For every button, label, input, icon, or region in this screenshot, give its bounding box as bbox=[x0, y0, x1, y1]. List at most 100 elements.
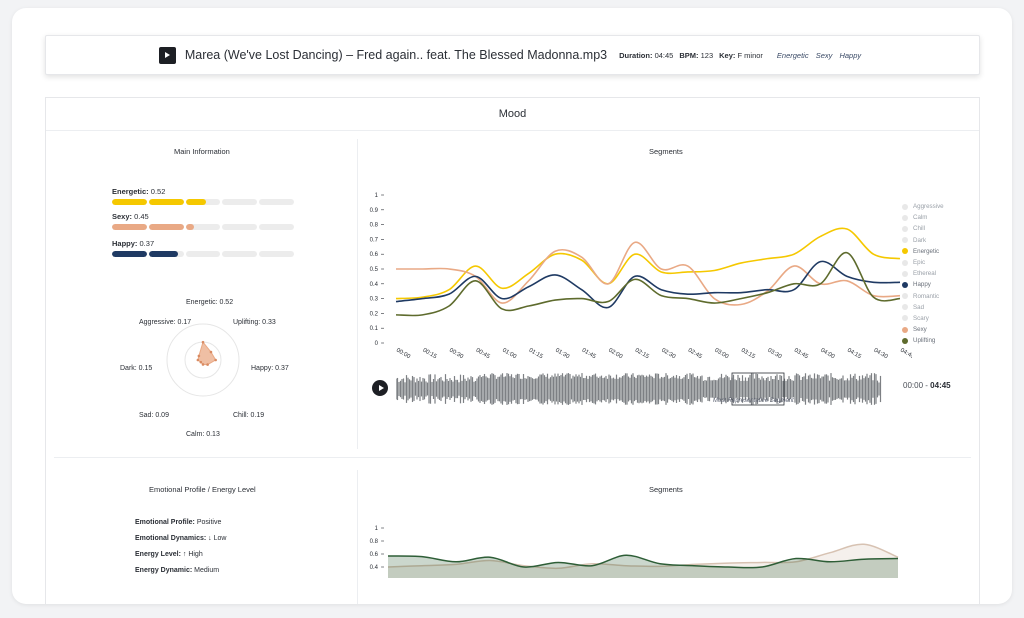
mood-panel: Mood Main Information Segments Energetic… bbox=[45, 97, 980, 604]
tag: Happy bbox=[839, 50, 862, 60]
bar-fill bbox=[112, 224, 147, 230]
profile-row: Energy Dynamic: Medium bbox=[135, 567, 219, 574]
time-current: 00:00 bbox=[903, 381, 924, 390]
legend-item-romantic[interactable]: Romantic bbox=[902, 291, 944, 302]
radar-label-aggressive: Aggressive: 0.17 bbox=[139, 319, 192, 326]
radar-label-sad: Sad: 0.09 bbox=[139, 412, 169, 419]
profile-row: Energy Level: ↑ High bbox=[135, 551, 203, 558]
tag: Energetic bbox=[776, 50, 809, 60]
legend-dot bbox=[902, 248, 908, 255]
legend-item-calm[interactable]: Calm bbox=[902, 212, 944, 223]
bpm-value: 123 bbox=[700, 50, 714, 60]
radar-point bbox=[201, 340, 205, 344]
bar-track bbox=[112, 224, 294, 230]
profile-title: Emotional Profile / Energy Level bbox=[149, 485, 256, 494]
x-tick-label: 04:45 bbox=[899, 348, 912, 361]
y-tick-label: 0.9 bbox=[370, 208, 379, 214]
divider bbox=[54, 457, 971, 458]
y-tick-label: 0.4 bbox=[370, 282, 379, 288]
legend-item-energetic[interactable]: Energetic bbox=[902, 246, 944, 257]
x-tick-label: 02:15 bbox=[634, 348, 651, 361]
legend-item-ethereal[interactable]: Ethereal bbox=[902, 268, 944, 279]
legend-item-uplifting[interactable]: Uplifting bbox=[902, 335, 944, 346]
radar-point bbox=[201, 363, 205, 366]
legend-dot bbox=[902, 326, 908, 333]
bar-segment bbox=[222, 224, 258, 230]
x-tick-label: 01:45 bbox=[581, 348, 598, 361]
legend-item-chill[interactable]: Chill bbox=[902, 223, 944, 234]
representative-segment-box[interactable] bbox=[731, 372, 785, 406]
series-line-uplifting bbox=[395, 251, 901, 317]
legend-item-scary[interactable]: Scary bbox=[902, 313, 944, 324]
legend-label: Chill bbox=[913, 225, 926, 233]
profile-label: Energy Dynamic: bbox=[135, 567, 193, 574]
x-tick-label: 00:15 bbox=[422, 348, 439, 361]
bar-fill bbox=[112, 199, 147, 205]
legend-label: Ethereal bbox=[913, 270, 937, 278]
legend-item-epic[interactable]: Epic bbox=[902, 257, 944, 268]
x-tick-label: 03:00 bbox=[713, 348, 730, 361]
legend-dot bbox=[902, 203, 908, 210]
radar-label-energetic: Energetic: 0.52 bbox=[186, 299, 234, 306]
radar-point bbox=[196, 358, 200, 362]
y-tick-label: 1 bbox=[375, 526, 379, 532]
legend-label: Dark bbox=[913, 236, 927, 244]
segments-area-chart: 1 0.8 0.6 0.4 bbox=[370, 526, 899, 578]
waveform-play-button[interactable] bbox=[372, 380, 388, 396]
legend-label: Romantic bbox=[913, 292, 940, 300]
bar-segment bbox=[148, 224, 184, 230]
bar-segment bbox=[222, 251, 258, 257]
legend-label: Energetic bbox=[913, 247, 940, 255]
bar-fill bbox=[185, 199, 207, 205]
mood-bar-happy: Happy: 0.37 bbox=[112, 239, 294, 257]
bar-value: 0.45 bbox=[134, 212, 149, 221]
radar-label-calm: Calm: 0.13 bbox=[186, 431, 220, 438]
bpm-label: BPM: bbox=[679, 50, 699, 60]
legend-item-dark[interactable]: Dark bbox=[902, 235, 944, 246]
bar-name: Energetic: bbox=[112, 187, 149, 196]
profile-value: ↑ High bbox=[182, 551, 203, 558]
y-tick-label: 0.8 bbox=[370, 223, 379, 229]
x-tick-label: 00:00 bbox=[395, 348, 412, 361]
legend-dot bbox=[902, 337, 908, 344]
radar-point bbox=[199, 360, 203, 364]
y-tick-label: 0.7 bbox=[370, 237, 379, 243]
x-tick-label: 03:15 bbox=[740, 348, 757, 361]
area-fill-sexy bbox=[388, 544, 898, 578]
profile-value: Positive bbox=[196, 519, 222, 526]
bar-name: Happy: bbox=[112, 239, 138, 248]
profile-value: Medium bbox=[194, 567, 220, 574]
y-tick-label: 0.6 bbox=[370, 252, 379, 258]
legend-item-aggressive[interactable]: Aggressive bbox=[902, 201, 944, 212]
profile-row: Emotional Profile: Positive bbox=[135, 519, 221, 526]
y-tick-label: 0.1 bbox=[370, 326, 379, 332]
track-title: Marea (We've Lost Dancing) – Fred again.… bbox=[184, 48, 608, 62]
time-readout: 00:00 - 04:45 bbox=[903, 381, 951, 390]
profile-label: Emotional Profile: bbox=[135, 519, 195, 526]
legend-dot bbox=[902, 225, 908, 232]
area-fill-uplifting bbox=[388, 555, 898, 578]
x-tick-label: 03:30 bbox=[766, 348, 783, 361]
legend-dot bbox=[902, 293, 908, 300]
bar-segment bbox=[222, 199, 258, 205]
legend-label: Epic bbox=[913, 259, 926, 267]
x-tick-label: 01:30 bbox=[554, 348, 571, 361]
y-tick-label: 0 bbox=[375, 341, 379, 347]
series-line-energetic bbox=[395, 227, 901, 300]
play-button[interactable] bbox=[158, 46, 176, 64]
x-tick-label: 01:15 bbox=[528, 348, 545, 361]
legend-item-sexy[interactable]: Sexy bbox=[902, 324, 944, 335]
bar-segment bbox=[259, 199, 294, 205]
legend-item-happy[interactable]: Happy bbox=[902, 279, 944, 290]
mood-tags: Energetic Sexy Happy bbox=[777, 51, 866, 60]
duration-info: Duration: 04:45 bbox=[619, 51, 673, 60]
x-tick-label: 02:00 bbox=[607, 348, 624, 361]
legend-item-sad[interactable]: Sad bbox=[902, 302, 944, 313]
bar-segment bbox=[112, 251, 147, 257]
waveform[interactable] bbox=[396, 372, 888, 406]
key-value: F minor bbox=[737, 50, 763, 60]
x-tick-label: 04:00 bbox=[819, 348, 836, 361]
segments-legend: Aggressive Calm Chill Dark Energetic Epic Ethe… bbox=[902, 201, 944, 346]
legend-dot bbox=[902, 281, 908, 288]
legend-label: Sexy bbox=[913, 326, 927, 334]
